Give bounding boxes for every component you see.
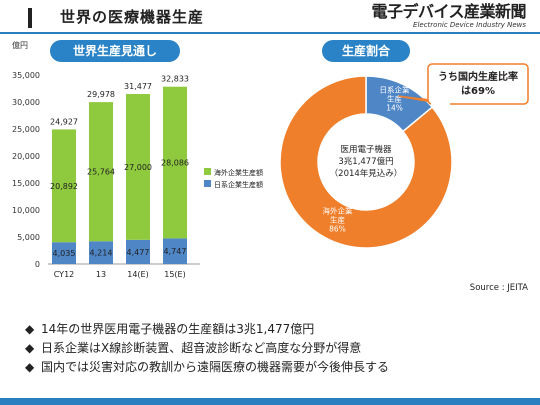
y-tick-label: 10,000 (12, 206, 40, 215)
bar-overseas-label: 28,086 (161, 159, 189, 168)
brand-logo: 電子デバイス産業新聞 Electronic Device Industry Ne… (371, 3, 526, 30)
callout-join (431, 100, 450, 105)
donut-center-line: （2014年見込み） (330, 168, 403, 179)
bar-domestic-label: 4,035 (53, 249, 76, 258)
bar-overseas-label: 20,892 (50, 182, 78, 191)
header: 世界の医療機器生産 電子デバイス産業新聞 Electronic Device I… (0, 0, 540, 32)
slice-label-line: 86% (329, 225, 346, 234)
y-tick-label: 0 (35, 260, 40, 269)
bullet-item: ◆ 日系企業はX線診断装置、超音波診断など高度な分野が得意 (25, 339, 535, 358)
title-underline (0, 32, 540, 34)
diamond-icon: ◆ (25, 360, 35, 374)
bar-domestic (89, 241, 113, 264)
share-section-label: 生産割合 (322, 40, 410, 62)
callout-line: うち国内生産比率 (438, 70, 518, 83)
legend-swatch-overseas (204, 168, 211, 175)
page-title: 世界の医療機器生産 (60, 8, 205, 26)
x-tick-label: 15(E) (164, 270, 185, 279)
x-tick-label: 13 (96, 270, 106, 279)
bullet-item: ◆ 国内では災害対応の教訓から遠隔医療の機器需要が今後伸長する (25, 358, 535, 377)
slice-label-line: 海外企業 (322, 206, 352, 216)
diamond-icon: ◆ (25, 322, 35, 336)
slice-label: 日系企業生産 14% (380, 84, 410, 112)
legend-label-overseas: 海外企業生産額 (214, 168, 263, 177)
bullet-list: ◆ 14年の世界医用電子機器の生産額は3兆1,477億円 ◆ 日系企業はX線診断装置… (25, 320, 535, 377)
y-tick-label: 30,000 (12, 98, 40, 107)
bar-domestic-label: 4,747 (164, 247, 187, 256)
bar-domestic-label: 4,214 (90, 249, 113, 258)
production-share-chart: 日系企業生産 14%海外企業生産 86%医用電子機器 3兆1,477億円（2014年見… (279, 63, 529, 293)
legend-swatch-domestic (204, 180, 211, 187)
brand-subtitle: Electronic Device Industry News (413, 21, 526, 29)
y-tick-label: 35,000 (12, 71, 40, 80)
source-note: Source : JEITA (470, 283, 528, 293)
bar-overseas-label: 25,764 (87, 168, 115, 177)
x-tick-label: 14(E) (127, 270, 148, 279)
bar-overseas (163, 86, 187, 239)
donut-center-line: 医用電子機器 (340, 144, 392, 155)
bar-total-label: 29,978 (87, 90, 115, 99)
bar-domestic (52, 242, 76, 264)
bar-domestic (163, 238, 187, 264)
slice-label-line: 日系企業 (380, 84, 410, 94)
production-forecast-chart: 億円 0 5,000 10,000 15,000 20,000 25,000 30,000 35… (12, 40, 263, 279)
y-axis-unit: 億円 (12, 40, 28, 50)
bar-overseas (89, 102, 113, 242)
bar-overseas (52, 129, 76, 243)
bar-total-label: 24,927 (50, 117, 78, 126)
diamond-icon: ◆ (25, 341, 35, 355)
slice-label-line: 14% (386, 103, 403, 112)
donut-slice (279, 75, 453, 249)
bar-domestic-label: 4,477 (127, 248, 150, 257)
x-tick-label: CY12 (54, 270, 75, 279)
donut-center-line: 3兆1,477億円 (338, 156, 393, 167)
footer-bar (0, 398, 540, 405)
bar-total-label: 31,477 (124, 82, 152, 91)
slice-label-line: 生産 (387, 93, 402, 103)
bar-total-label: 32,833 (161, 75, 189, 84)
forecast-section-label: 世界生産見通し (50, 40, 180, 62)
slice-label: 海外企業生産 86% (322, 206, 352, 234)
callout-text: うち国内生産比率は69% (438, 70, 518, 97)
slice-label-line: 生産 (330, 215, 345, 225)
bar-overseas-label: 27,000 (124, 163, 152, 172)
callout-line: は69% (461, 85, 495, 97)
bullet-item: ◆ 14年の世界医用電子機器の生産額は3兆1,477億円 (25, 320, 535, 339)
callout-box (427, 63, 529, 105)
legend-label-domestic: 日系企業生産額 (214, 180, 263, 189)
y-tick-label: 15,000 (12, 179, 40, 188)
y-tick-label: 25,000 (12, 125, 40, 134)
y-tick-label: 20,000 (12, 152, 40, 161)
bar-domestic (126, 239, 150, 264)
title-marker (28, 8, 32, 28)
y-tick-label: 5,000 (17, 233, 40, 242)
donut-center-label: 医用電子機器 3兆1,477億円（2014年見込み） (330, 144, 403, 179)
bar-overseas (126, 94, 150, 240)
brand-name: 電子デバイス産業新聞 (371, 2, 526, 21)
